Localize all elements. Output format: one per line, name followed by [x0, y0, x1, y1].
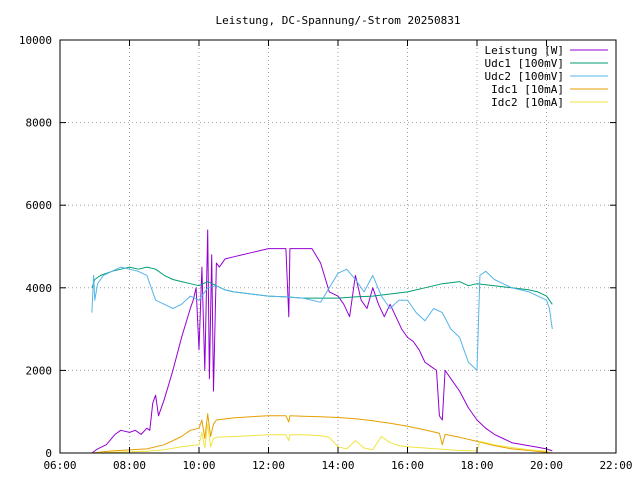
x-tick-label: 18:00: [460, 459, 493, 472]
series-line-4: [91, 413, 553, 454]
axis-ticks: 06:00 08:00 10:00 12:00 14:00 16:00 18:00 20:00…: [19, 34, 633, 472]
y-tick-label: 8000: [26, 117, 53, 130]
x-tick-label: 08:00: [113, 459, 146, 472]
series-line-3: [91, 266, 553, 371]
series-line-1: [91, 229, 553, 454]
legend-label: Idc2 [10mA]: [491, 96, 564, 109]
y-tick-label: 10000: [19, 34, 52, 47]
x-tick-label: 16:00: [391, 459, 424, 472]
chart-title: Leistung, DC-Spannung/-Strom 20250831: [215, 14, 460, 27]
series-line-5: [91, 423, 553, 454]
y-tick-label: 0: [45, 447, 52, 460]
x-tick-label: 06:00: [43, 459, 76, 472]
x-tick-label: 20:00: [530, 459, 563, 472]
legend-label: Udc1 [100mV]: [485, 57, 564, 70]
x-tick-label: 22:00: [599, 459, 632, 472]
x-tick-label: 14:00: [321, 459, 354, 472]
legend-label: Udc2 [100mV]: [485, 70, 564, 83]
series-lines: [91, 229, 553, 454]
legend-label: Idc1 [10mA]: [491, 83, 564, 96]
x-tick-label: 12:00: [252, 459, 285, 472]
x-tick-label: 10:00: [182, 459, 215, 472]
legend: Leistung [W]Udc1 [100mV]Udc2 [100mV]Idc1…: [485, 44, 608, 109]
y-tick-label: 6000: [26, 199, 53, 212]
grid: [60, 40, 616, 453]
y-tick-label: 4000: [26, 282, 53, 295]
y-tick-label: 2000: [26, 364, 53, 377]
legend-label: Leistung [W]: [485, 44, 564, 57]
